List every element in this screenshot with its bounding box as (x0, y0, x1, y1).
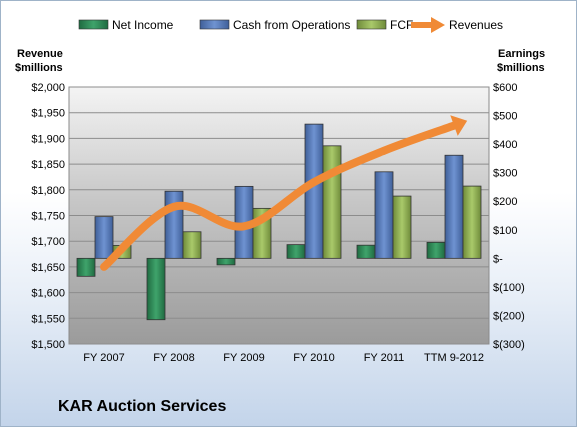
bar-net-income (76, 257, 96, 277)
gridlines (69, 86, 489, 345)
x-tick-label: FY 2008 (153, 352, 194, 364)
bar-net-income (216, 257, 236, 266)
legend-swatch (199, 19, 230, 30)
left-tick-label: $1,700 (31, 236, 65, 248)
legend-swatch (356, 19, 387, 30)
right-tick-label: $(300) (493, 339, 525, 351)
right-tick-label: $- (493, 253, 503, 265)
x-tick-label: FY 2007 (83, 352, 124, 364)
legend-label: Revenues (449, 18, 503, 32)
left-tick-label: $1,750 (31, 211, 65, 223)
bar-net-income (286, 244, 306, 259)
x-tick-label: FY 2011 (364, 352, 405, 364)
legend-label: FCF (390, 18, 413, 32)
right-tick-label: $400 (493, 139, 517, 151)
left-tick-label: $1,850 (31, 159, 65, 171)
left-tick-label: $2,000 (31, 82, 65, 94)
right-axis-ticks: $600 $500 $400 $300 $200 $100 $- $(100) $(200) $(… (493, 82, 525, 351)
bar-cash-from-operations (94, 216, 114, 259)
bar-fcf (462, 185, 482, 259)
revenue-line (100, 121, 458, 271)
x-tick-label: FY 2010 (293, 352, 334, 364)
legend-swatch (78, 19, 109, 30)
left-tick-label: $1,900 (31, 133, 65, 145)
chart-title: KAR Auction Services (58, 398, 227, 415)
legend-label: Cash from Operations (233, 18, 350, 32)
bar-net-income (426, 241, 446, 259)
left-tick-label: $1,950 (31, 108, 65, 120)
left-tick-label: $1,800 (31, 185, 65, 197)
right-tick-label: $600 (493, 82, 517, 94)
bar-fcf (322, 145, 342, 259)
legend-label: Net Income (112, 18, 174, 32)
bar-cash-from-operations (304, 123, 324, 259)
right-axis-title-line2: $millions (497, 62, 545, 74)
revenue-arrowhead (450, 115, 468, 136)
right-tick-label: $500 (493, 111, 517, 123)
bar-cash-from-operations (164, 190, 184, 259)
right-tick-label: $(100) (493, 282, 525, 294)
left-tick-label: $1,550 (31, 313, 65, 325)
x-tick-label: TTM 9-2012 (424, 352, 484, 364)
right-tick-label: $100 (493, 225, 517, 237)
left-tick-label: $1,500 (31, 339, 65, 351)
legend-swatch-arrow (431, 17, 445, 33)
left-tick-label: $1,600 (31, 288, 65, 300)
right-tick-label: $(200) (493, 310, 525, 322)
bar-net-income (146, 257, 166, 321)
legend: Net Income Cash from Operations FCF Revenue… (78, 17, 503, 33)
bar-cash-from-operations (374, 171, 394, 259)
left-axis-title-line1: Revenue (17, 48, 63, 60)
left-axis-ticks: $2,000 $1,950 $1,900 $1,850 $1,800 $1,750 $1,7… (31, 82, 65, 351)
bar-net-income (356, 244, 376, 259)
revenue-line-group (100, 115, 468, 271)
left-axis-title-line2: $millions (15, 62, 63, 74)
x-axis-ticks: FY 2007 FY 2008 FY 2009 FY 2010 FY 2011 TTM 9… (83, 352, 484, 364)
bar-cash-from-operations (444, 154, 464, 259)
right-tick-label: $300 (493, 168, 517, 180)
x-tick-label: FY 2009 (223, 352, 264, 364)
bar-fcf (392, 195, 412, 259)
right-axis-title-line1: Earnings (498, 48, 545, 60)
bar-fcf (182, 231, 202, 259)
left-tick-label: $1,650 (31, 262, 65, 274)
right-tick-label: $200 (493, 196, 517, 208)
